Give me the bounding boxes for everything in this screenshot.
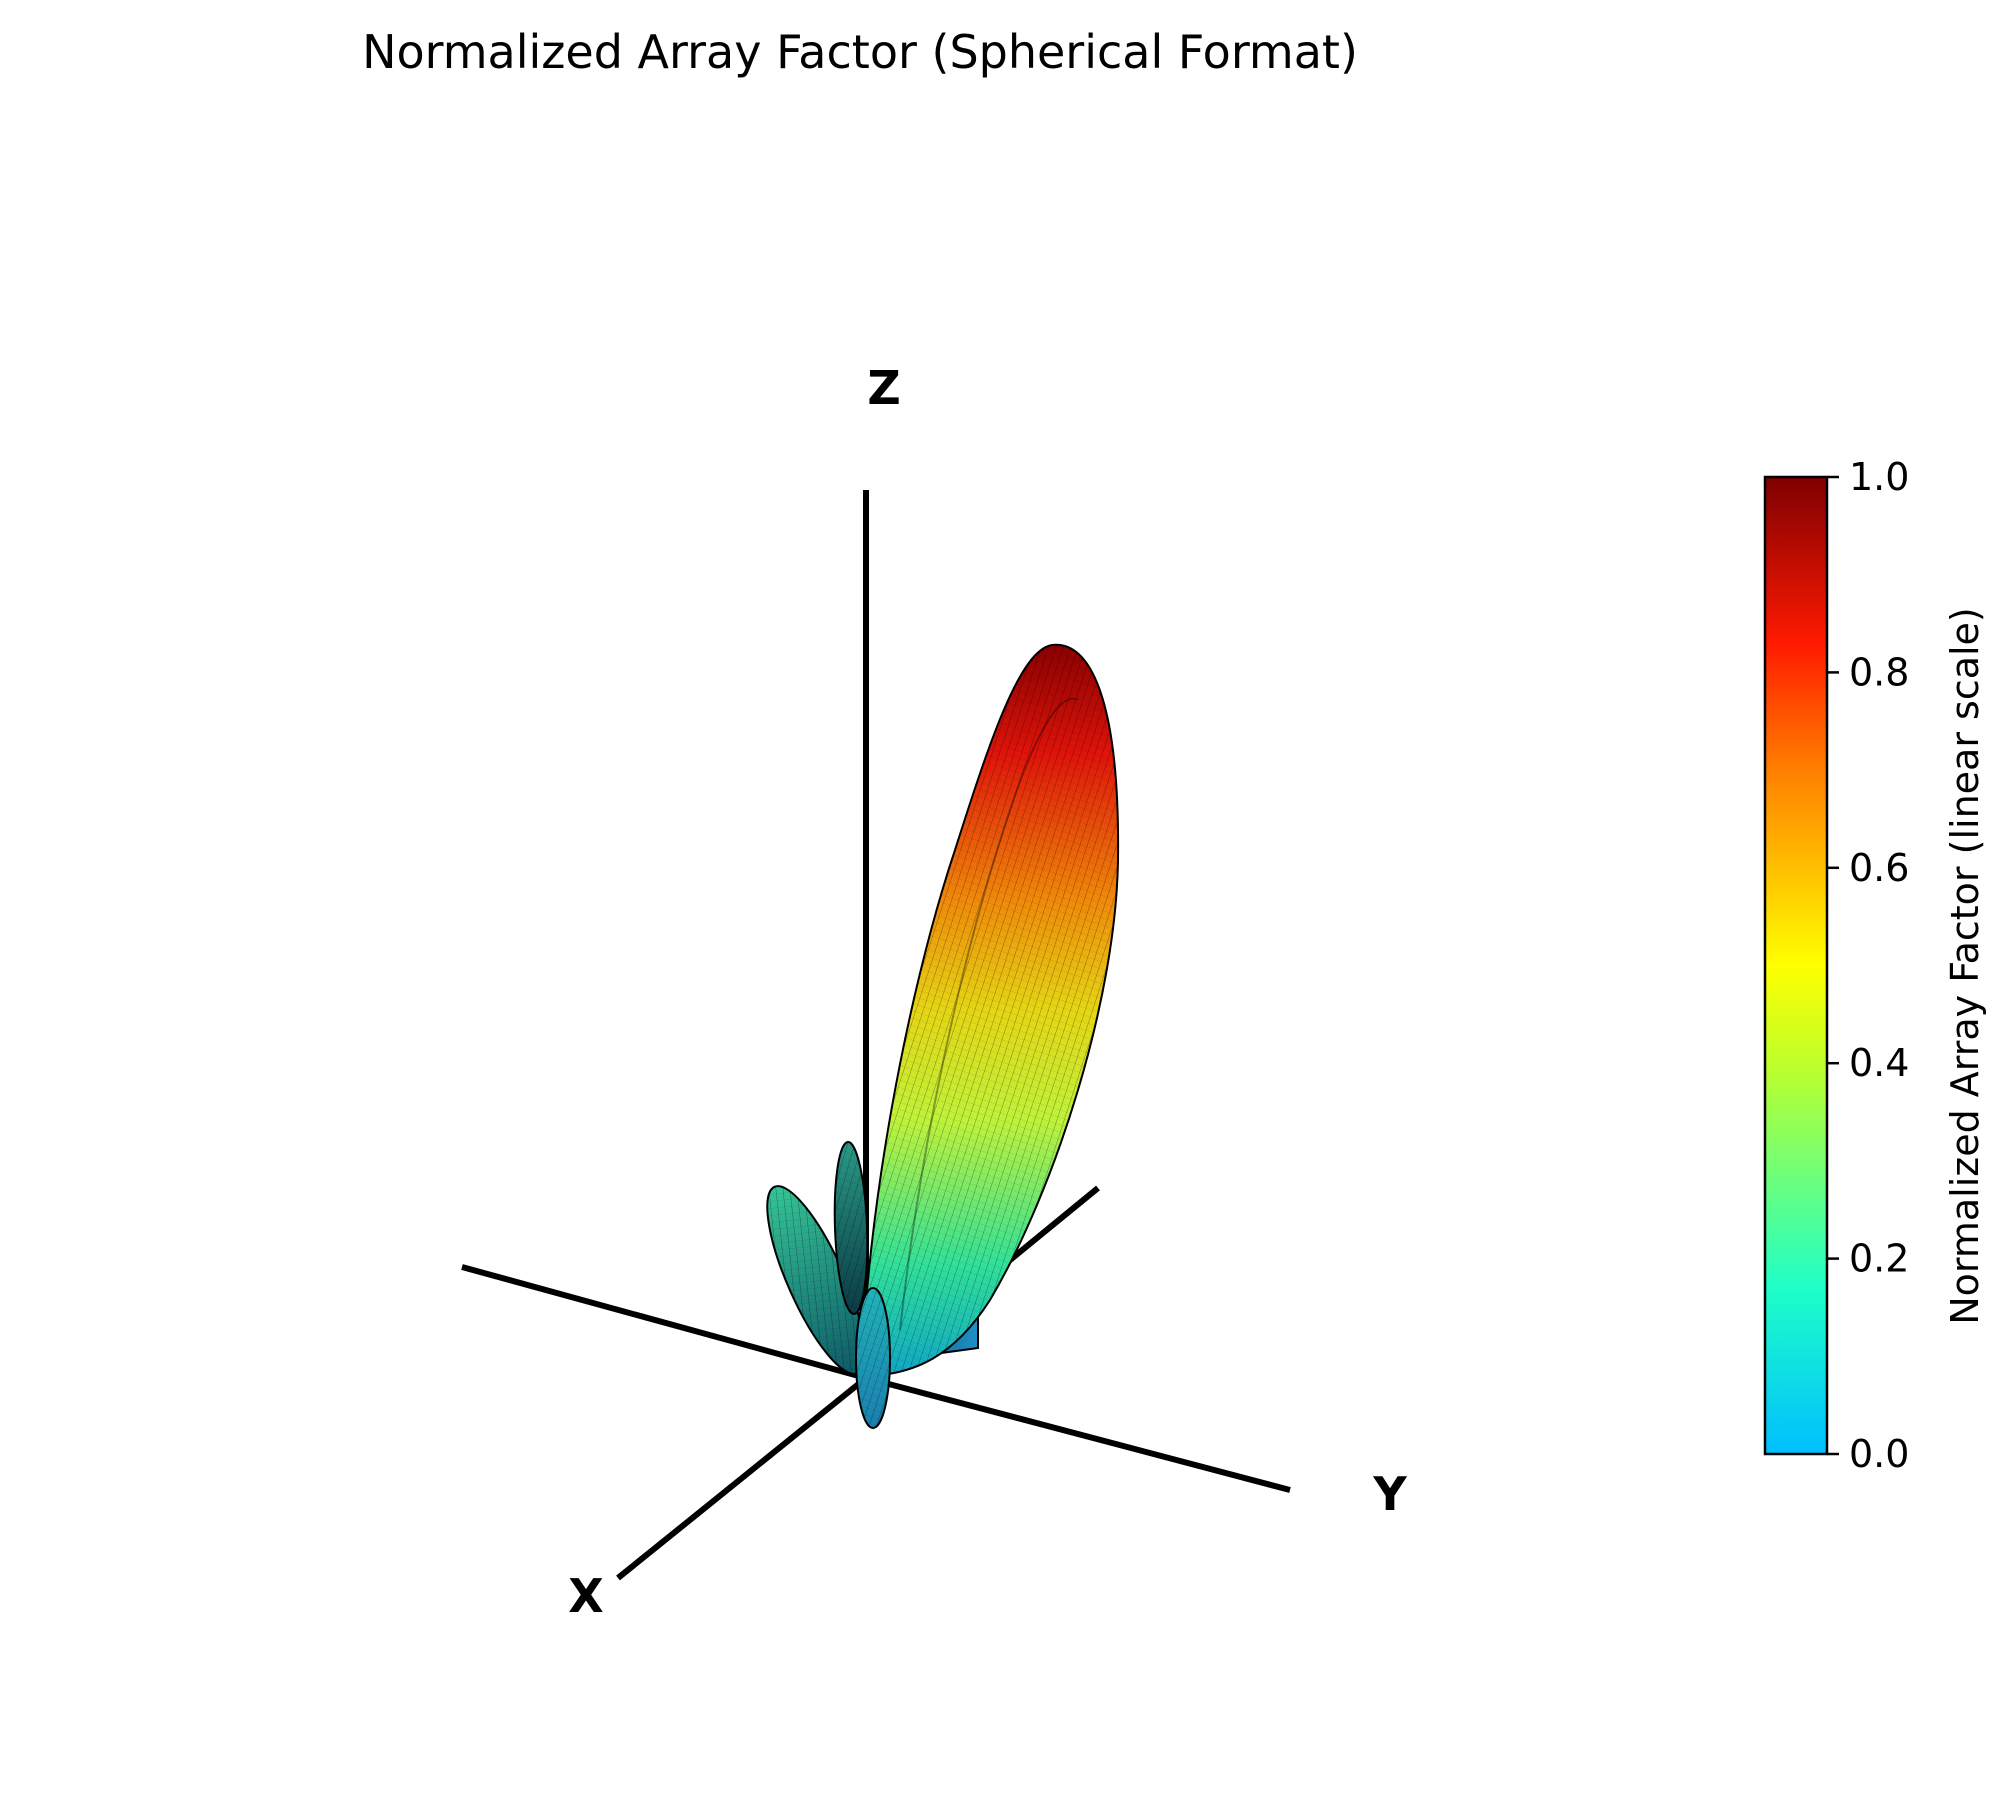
y-axis-label: Y <box>1372 1467 1407 1521</box>
side-lobe-mesh <box>767 1186 865 1374</box>
colorbar-label: Normalized Array Factor (linear scale) <box>1943 607 1987 1325</box>
y-axis-front-line <box>865 1375 1291 1493</box>
colorbar-gradient <box>1763 475 1829 1456</box>
side-lobe-mesh <box>834 1142 868 1314</box>
colorbar-tick-label: 0.6 <box>1849 846 1909 890</box>
y-axis-back-line <box>461 1264 867 1381</box>
x-axis-front-line <box>616 1375 868 1581</box>
colorbar: 0.0 0.2 0.4 0.6 0.8 1.0 Normalized Array Fact… <box>1763 455 1987 1476</box>
main-lobe-mesh <box>862 644 1119 1376</box>
x-axis-label: X <box>568 1569 603 1623</box>
colorbar-tick-label: 0.4 <box>1849 1041 1909 1085</box>
chart-title: Normalized Array Factor (Spherical Forma… <box>362 25 1358 79</box>
colorbar-tick-label: 0.0 <box>1849 1432 1909 1476</box>
side-lobe-mesh <box>856 1288 890 1428</box>
z-axis-label: Z <box>867 361 900 415</box>
colorbar-ticks: 0.0 0.2 0.4 0.6 0.8 1.0 <box>1827 455 1909 1476</box>
front-side-lobe <box>855 1287 891 1429</box>
colorbar-tick-label: 0.8 <box>1849 650 1909 694</box>
colorbar-tick-label: 0.2 <box>1849 1237 1909 1281</box>
main-lobe <box>860 643 1120 1378</box>
colorbar-tick-label: 1.0 <box>1849 455 1909 499</box>
main-lobe-highlight <box>899 697 1079 1331</box>
